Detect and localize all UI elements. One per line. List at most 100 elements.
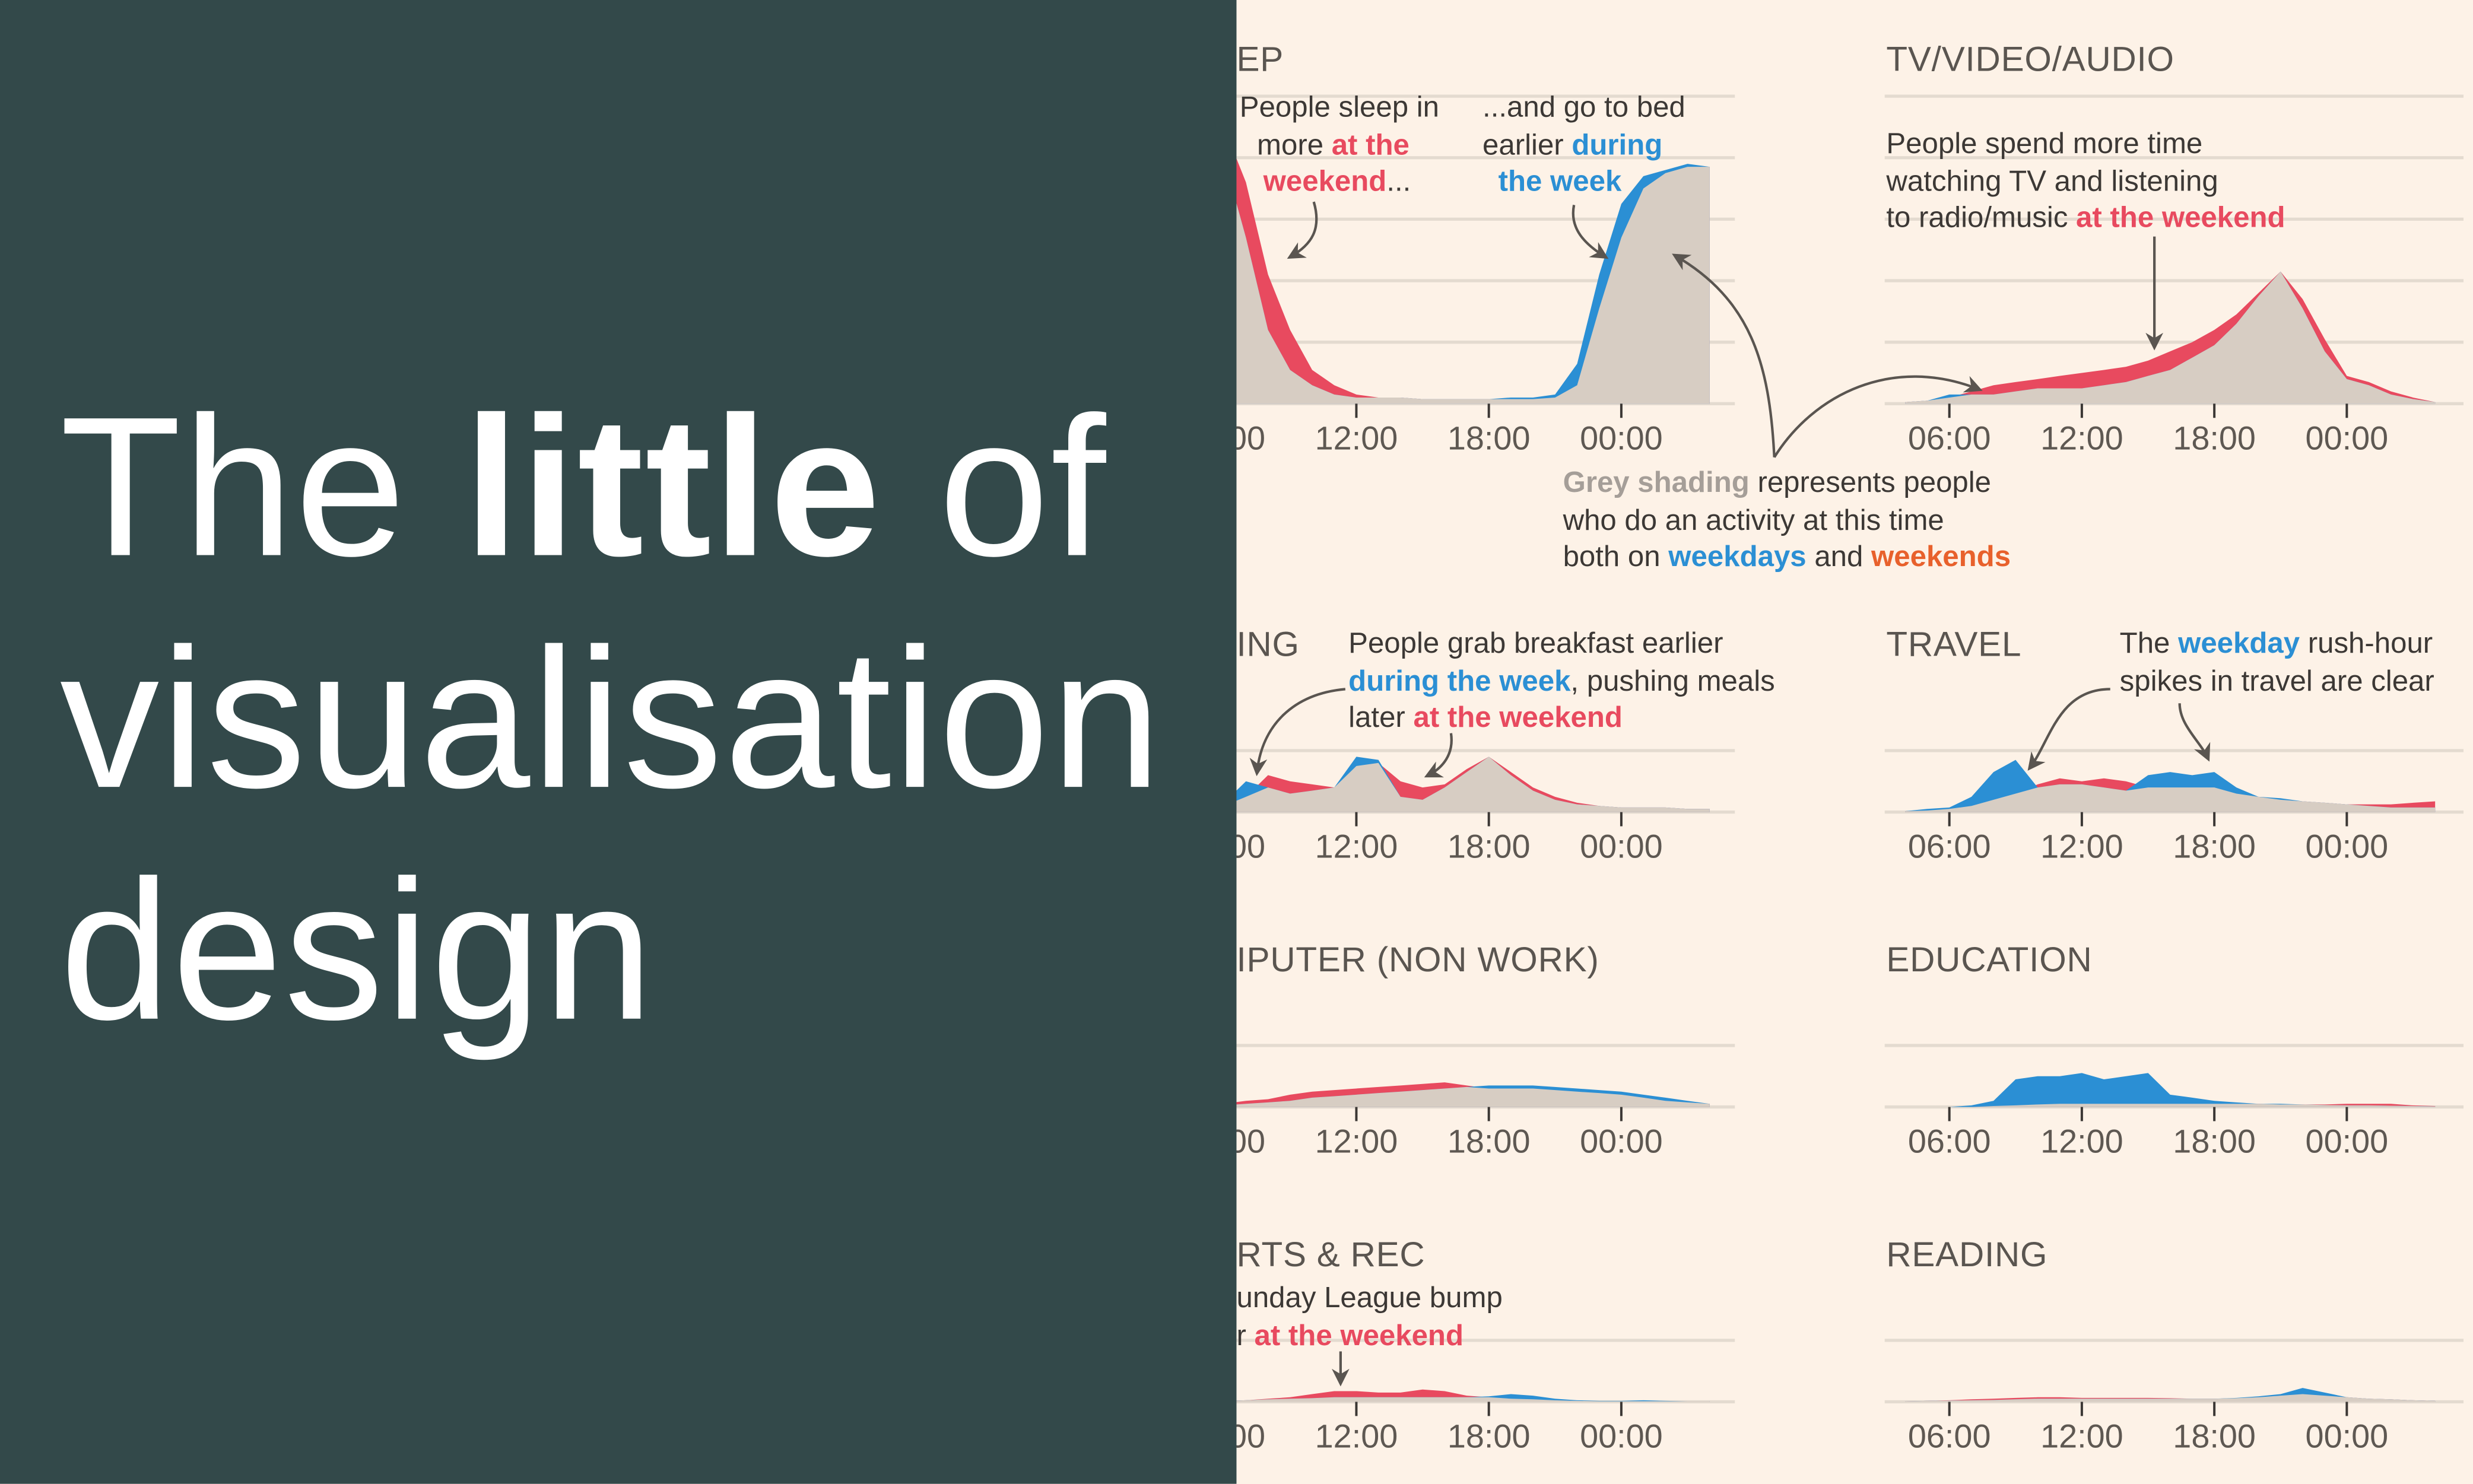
chart-sleep: 06:00 12:00 18:00 00:00: [1236, 94, 1735, 456]
annotation-text: watching TV and listening: [1886, 163, 2218, 197]
x-tick-label: 06:00: [1236, 1123, 1265, 1160]
annotation-text: to radio/music: [1886, 201, 2077, 234]
x-tick-label: 18:00: [1447, 419, 1531, 456]
annotation-line: to radio/music at the weekend: [1886, 201, 2285, 235]
annotation-line: The weekday rush-hour: [2120, 626, 2433, 660]
chart-education: 06:00 12:00 18:00 00:00: [1884, 1044, 2464, 1160]
small-multiples-svg: 06:00 12:00 18:00 00:00 06:00 12:00 18:00 00:00…: [1236, 94, 2464, 1455]
annotation-line: r at the weekend: [1236, 1318, 1464, 1352]
annotation-arrow-icon: [1773, 375, 1983, 458]
annotation-line: during the week, pushing meals: [1348, 663, 1775, 698]
headline-line-1: The little of: [60, 387, 1107, 587]
annotation-line: ...and go to bed: [1482, 90, 1685, 124]
both-days-area: [1905, 784, 2436, 812]
both-days-area: [1236, 1397, 1710, 1402]
chart-title-reading: READING: [1886, 1234, 2048, 1275]
annotation-line: who do an activity at this time: [1563, 503, 1944, 537]
annotation-text: , pushing meals: [1570, 663, 1775, 697]
x-tick-label: 00:00: [1580, 1418, 1663, 1455]
annotation-highlight-weekend: at the weekend: [1413, 700, 1623, 734]
chart-title-travel: TRAVEL: [1886, 624, 2022, 664]
annotation-text: and: [1806, 539, 1872, 573]
chart-title-education: EDUCATION: [1886, 939, 2093, 980]
x-tick-label: 06:00: [1236, 828, 1265, 865]
headline-line-2: visualisation: [59, 607, 1163, 830]
annotation-line: People spend more time: [1886, 126, 2202, 161]
both-days-area: [1236, 1086, 1710, 1107]
x-tick-label: 12:00: [2040, 419, 2123, 456]
chart-computer: 06:00 12:00 18:00 00:00: [1236, 1044, 1735, 1160]
annotation-highlight-weekday: during: [1572, 127, 1663, 160]
x-tick-label: 12:00: [1315, 1123, 1398, 1160]
annotation-text: People spend more time: [1886, 126, 2203, 160]
x-tick-label: 18:00: [1447, 1418, 1531, 1455]
annotation-line: People sleep in: [1240, 90, 1439, 124]
x-tick-label: 00:00: [1580, 1123, 1663, 1160]
chart-title-computer: IPUTER (NON WORK): [1236, 939, 1599, 980]
annotation-arrow-icon: [1424, 733, 1453, 778]
annotation-arrow-icon: [2178, 703, 2211, 762]
annotation-line: People grab breakfast earlier: [1348, 626, 1723, 660]
both-days-area: [1236, 167, 1710, 404]
chart-canvas: 06:00 12:00 18:00 00:00 06:00 12:00 18:00 00:00…: [1236, 0, 2472, 1484]
x-tick-label: 12:00: [2040, 1418, 2123, 1455]
annotation-line: watching TV and listening: [1886, 163, 2218, 198]
x-tick-label: 00:00: [2306, 828, 2389, 865]
annotation-line: spikes in travel are clear: [2120, 663, 2434, 698]
chart-reading: 06:00 12:00 18:00 00:00: [1884, 1339, 2464, 1455]
annotation-highlight-weekday: the week: [1498, 164, 1622, 198]
both-days-area: [1905, 1394, 2436, 1402]
annotation-text: rush-hour: [2300, 626, 2433, 659]
both-days-area: [1905, 1104, 2436, 1107]
chart-title-tv-video-audio: TV/VIDEO/AUDIO: [1886, 39, 2174, 79]
annotation-arrow-icon: [1572, 205, 1609, 259]
x-tick-label: 06:00: [1908, 1418, 1991, 1455]
annotation-highlight-weekend: weekend: [1263, 164, 1387, 198]
x-tick-label: 06:00: [1236, 419, 1265, 456]
x-tick-label: 06:00: [1236, 1418, 1265, 1455]
annotation-text: later: [1348, 700, 1414, 734]
chart-tv-video-audio: 06:00 12:00 18:00 00:00: [1884, 94, 2464, 456]
x-tick-label: 06:00: [1908, 419, 1991, 456]
annotation-text: who do an activity at this time: [1563, 502, 1944, 536]
annotation-line: later at the weekend: [1348, 700, 1623, 735]
chart-title-sleep: EP: [1236, 39, 1284, 79]
annotation-text: spikes in travel are clear: [2119, 663, 2434, 697]
chart-title-eating: ING: [1236, 624, 1300, 664]
chart-travel: 06:00 12:00 18:00 00:00: [1884, 749, 2464, 865]
x-tick-label: 06:00: [1908, 828, 1991, 865]
annotation-arrow-icon: [1249, 688, 1346, 777]
both-days-area: [1905, 271, 2436, 404]
annotation-text: more: [1257, 127, 1332, 160]
annotation-highlight-weekend: at the weekend: [2076, 201, 2285, 234]
x-tick-label: 12:00: [1315, 1418, 1398, 1455]
x-tick-label: 18:00: [2173, 1418, 2256, 1455]
x-tick-label: 18:00: [2173, 1123, 2256, 1160]
headline-word: The: [59, 375, 464, 598]
annotation-highlight-weekday: weekdays: [1668, 539, 1807, 573]
annotation-text: ...: [1386, 164, 1411, 198]
x-tick-label: 00:00: [2306, 419, 2389, 456]
headline-word: of: [881, 375, 1108, 598]
annotation-text: The: [2119, 626, 2179, 659]
x-tick-label: 18:00: [2173, 419, 2256, 456]
annotation-text: r: [1236, 1317, 1255, 1351]
x-tick-label: 12:00: [2040, 828, 2123, 865]
annotation-text: unday League bump: [1236, 1280, 1503, 1314]
weekday-area: [1905, 1073, 2436, 1107]
headline-line-3: design: [59, 838, 655, 1062]
title-panel: The little of visualisation design: [0, 0, 1237, 1484]
chart-eating: 06:00 12:00 18:00 00:00: [1236, 749, 1735, 865]
annotation-highlight-weekend: at the weekend: [1254, 1317, 1464, 1351]
annotation-line: both on weekdays and weekends: [1563, 539, 2011, 574]
x-tick-label: 00:00: [1580, 828, 1663, 865]
annotation-highlight-weekday: during the week: [1348, 663, 1571, 697]
x-tick-label: 00:00: [2306, 1418, 2389, 1455]
chart-title-sports-rec: RTS & REC: [1236, 1234, 1426, 1275]
annotation-line: weekend...: [1264, 164, 1411, 199]
x-tick-label: 06:00: [1908, 1123, 1991, 1160]
annotation-text: People sleep in: [1239, 90, 1440, 123]
annotation-highlight-weekday: weekday: [2178, 626, 2300, 659]
x-tick-label: 18:00: [1447, 1123, 1531, 1160]
